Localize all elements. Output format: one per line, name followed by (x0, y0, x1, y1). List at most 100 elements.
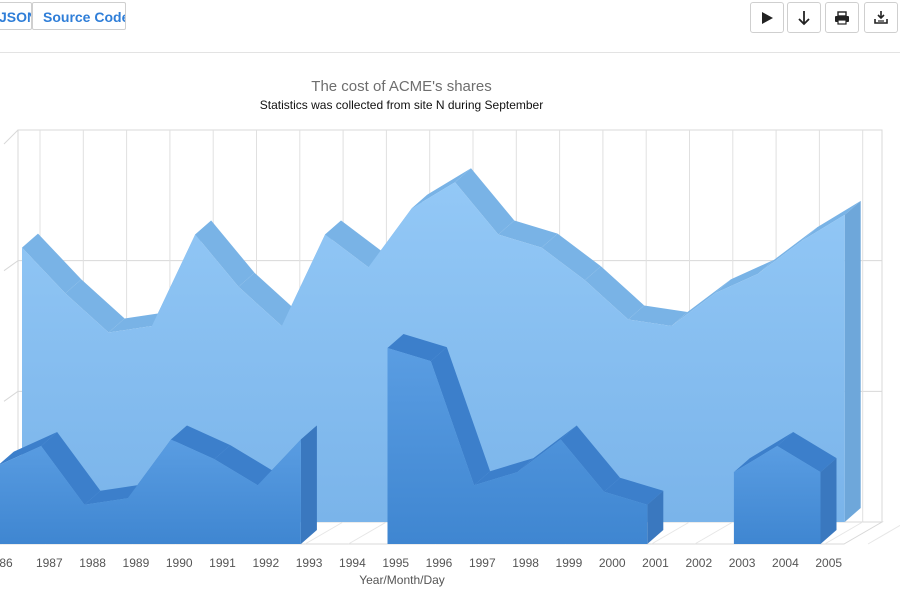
x-tick-label: 1998 (512, 556, 539, 570)
x-tick-label: 1995 (382, 556, 409, 570)
area-top-face (584, 266, 645, 320)
data-point (498, 234, 500, 236)
data-point (108, 332, 110, 334)
x-tick-label: 1997 (469, 556, 496, 570)
area-top-face (411, 168, 471, 209)
json-tab[interactable]: JSON (0, 2, 32, 30)
grid-line-side (3, 260, 19, 272)
data-point (281, 325, 283, 327)
area-top-face (560, 425, 620, 492)
data-point (820, 471, 822, 473)
data-point (560, 439, 562, 441)
area-top-face (195, 220, 255, 287)
area-top-face (604, 477, 664, 505)
export-icon (874, 11, 888, 24)
x-tick-label: 1993 (296, 556, 323, 570)
print-button[interactable] (825, 2, 859, 33)
data-point (324, 234, 326, 236)
area-top-face (214, 445, 274, 486)
area-top-face (628, 305, 688, 326)
data-point (541, 247, 543, 249)
data-point (65, 293, 67, 295)
data-point (21, 247, 23, 249)
area-top-face (498, 220, 558, 248)
data-point (714, 293, 716, 295)
x-tick-label: 2004 (772, 556, 799, 570)
play-button[interactable] (750, 2, 784, 33)
x-tick-label: 1992 (252, 556, 279, 570)
area-top-face (474, 458, 534, 486)
data-point (517, 471, 519, 473)
data-point (733, 471, 735, 473)
area-top-face (455, 168, 515, 235)
print-icon (835, 10, 849, 25)
area-front-face (0, 439, 301, 544)
data-point (671, 325, 673, 327)
x-tick-label: 1999 (556, 556, 583, 570)
x-tick-label: 1987 (36, 556, 63, 570)
floor-line (651, 521, 690, 545)
area-top-face (0, 432, 58, 465)
x-tick-label: 1989 (123, 556, 150, 570)
data-point (151, 325, 153, 327)
data-point (430, 360, 432, 362)
source-code-tab[interactable]: Source Code (32, 2, 126, 30)
x-tick-label: 2003 (729, 556, 756, 570)
data-point (627, 319, 629, 321)
x-tick-label: 86 (0, 556, 13, 570)
grid-line-side (3, 390, 19, 402)
data-point (473, 484, 475, 486)
area-top-face (801, 200, 861, 242)
data-point (411, 208, 413, 210)
area-top-face (22, 233, 82, 294)
floor-line (348, 521, 387, 545)
area-top-face (238, 272, 298, 326)
data-point (40, 445, 42, 447)
data-point (603, 491, 605, 493)
data-point (757, 273, 759, 275)
data-point (584, 279, 586, 281)
x-tick-label: 1994 (339, 556, 366, 570)
area-top-face (108, 312, 168, 333)
download-arrow-icon (798, 10, 810, 25)
area-side-face (820, 458, 837, 544)
data-point (214, 458, 216, 460)
grid-line-side (3, 129, 19, 145)
area-top-face (430, 347, 491, 486)
area-top-face (541, 233, 601, 281)
area-top-face (325, 220, 385, 268)
area-top-face (714, 259, 775, 294)
play-icon (762, 11, 773, 24)
area-top-face (733, 432, 794, 473)
data-point (368, 266, 370, 268)
area-top-face (41, 432, 101, 505)
area-top-face (758, 227, 818, 274)
x-tick-label: 1990 (166, 556, 193, 570)
area-side-face (647, 490, 664, 544)
x-tick-label: 1988 (79, 556, 106, 570)
data-point (300, 439, 302, 441)
floor-line (304, 521, 344, 545)
area-top-face (65, 279, 125, 333)
export-button[interactable] (864, 2, 898, 33)
x-axis-ticks: 86 1987 1988 1989 1990 1991 1992 1993 1994 1995 19… (0, 556, 842, 570)
data-point (801, 240, 803, 242)
data-point (387, 347, 389, 349)
chart-subtitle: Statistics was collected from site N dur… (259, 98, 544, 112)
download-button[interactable] (787, 2, 821, 33)
area-top-face (671, 279, 731, 326)
area-front-face (387, 348, 648, 544)
data-point (194, 234, 196, 236)
area-top-face (84, 484, 144, 505)
x-tick-label: 1996 (426, 556, 453, 570)
data-point (257, 484, 259, 486)
x-tick-label: 2001 (642, 556, 669, 570)
area-front-face (733, 446, 821, 544)
x-tick-label: 2005 (815, 556, 842, 570)
floor-line (694, 521, 734, 545)
data-point (127, 497, 129, 499)
area-top-face (387, 334, 447, 362)
data-point (238, 286, 240, 288)
area-top-face (517, 425, 577, 473)
